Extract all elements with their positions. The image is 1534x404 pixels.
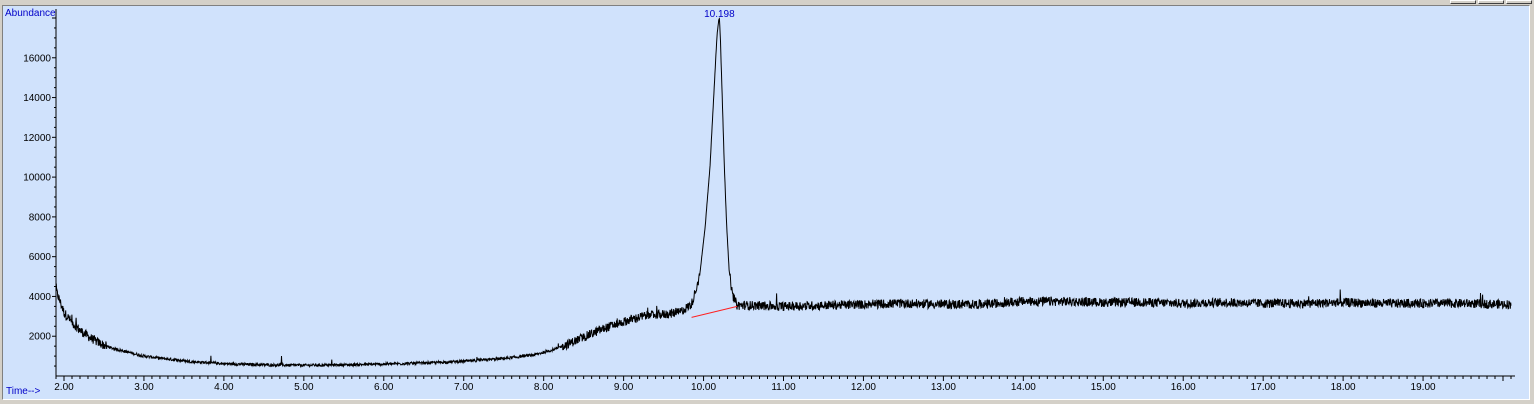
x-tick-label: 3.00 [134,382,154,393]
x-tick-label: 11.00 [771,382,796,393]
x-tick-label: 8.00 [534,382,554,393]
x-axis-title: Time--> [6,386,41,397]
window-controls [1450,0,1532,4]
maximize-button[interactable] [1478,0,1504,4]
x-tick-label: 17.00 [1251,382,1276,393]
x-tick-label: 16.00 [1171,382,1196,393]
close-button[interactable] [1506,0,1532,4]
x-tick-label: 6.00 [374,382,394,393]
chromatogram-chart[interactable]: 2000 4000 6000 8000 10000 12000 14000 16000 2.0… [3,6,1529,399]
y-tick-label: 4000 [29,292,52,303]
y-tick-label: 10000 [23,173,51,184]
x-tick-label: 5.00 [294,382,314,393]
y-tick-label: 12000 [23,133,51,144]
y-axis-title: Abundance [5,8,56,19]
y-ticks: 2000 4000 6000 8000 10000 12000 14000 16000 [23,17,56,367]
minimize-button[interactable] [1450,0,1476,4]
peak-retention-label: 10.198 [704,9,735,20]
y-tick-label: 2000 [29,332,52,343]
x-ticks: 2.00 3.00 4.00 5.00 6.00 7.00 8.00 9.00 10.00 11.… [54,376,1512,393]
x-tick-label: 9.00 [614,382,634,393]
y-tick-label: 6000 [29,252,52,263]
x-tick-label: 14.00 [1011,382,1036,393]
x-tick-label: 12.00 [851,382,876,393]
x-tick-label: 4.00 [214,382,234,393]
chromatogram-trace [55,17,1512,369]
x-tick-label: 7.00 [454,382,474,393]
x-tick-label: 10.00 [691,382,716,393]
x-tick-label: 18.00 [1331,382,1356,393]
x-tick-label: 19.00 [1411,382,1436,393]
x-tick-label: 15.00 [1091,382,1116,393]
integration-baseline [691,305,738,318]
x-tick-label: 13.00 [931,382,956,393]
plot-area[interactable]: 2000 4000 6000 8000 10000 12000 14000 16000 2.0… [2,5,1530,400]
y-tick-label: 8000 [29,212,52,223]
y-tick-label: 14000 [23,93,51,104]
x-tick-label: 2.00 [54,382,74,393]
y-tick-label: 16000 [23,53,51,64]
